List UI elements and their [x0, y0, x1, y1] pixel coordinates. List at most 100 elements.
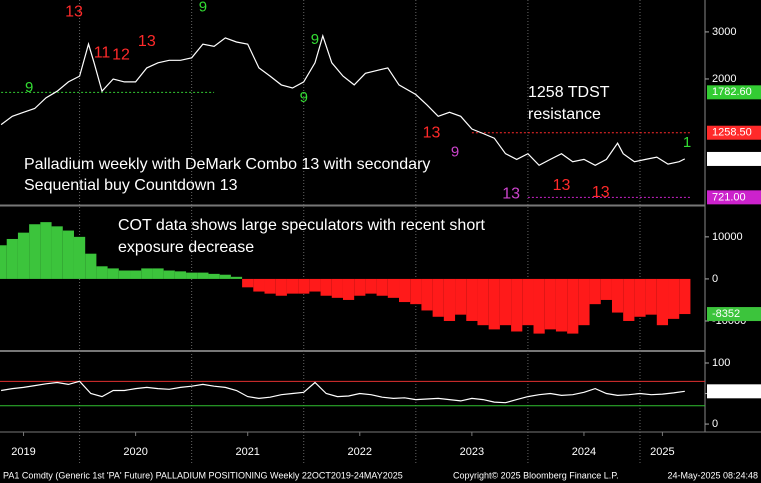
annotation: Palladium weekly with DeMark Combo 13 wi…	[24, 156, 430, 173]
bar	[511, 278, 523, 332]
footer-center: Copyright© 2025 Bloomberg Finance L.P.	[453, 470, 619, 480]
bar	[342, 278, 355, 300]
bar	[29, 224, 41, 279]
bar	[0, 245, 7, 279]
bar	[298, 278, 310, 294]
price-line	[0, 380, 685, 404]
bar	[634, 278, 646, 317]
y-tick-label: 100	[712, 357, 730, 369]
bar	[163, 270, 175, 279]
bar	[488, 278, 500, 330]
y-tick-label: 0	[712, 273, 718, 285]
bar	[208, 273, 220, 279]
bar	[600, 278, 612, 300]
demark-count: 9	[311, 31, 319, 48]
bar	[399, 278, 411, 303]
bar	[309, 278, 321, 292]
bar	[174, 271, 187, 279]
footer-right: 24-May-2025 08:24:48	[667, 470, 758, 480]
level-label: 721.00	[712, 191, 746, 203]
demark-count: 13	[502, 186, 520, 203]
level-label: 1003.90	[712, 153, 752, 165]
level-box	[707, 151, 761, 166]
bar	[85, 253, 97, 279]
level-box	[707, 190, 761, 205]
last-value-box	[707, 307, 761, 322]
bar	[477, 278, 489, 326]
level-label: 1782.60	[712, 86, 752, 98]
footer-left: PA1 Comdty (Generic 1st 'PA' Future) PAL…	[3, 470, 403, 480]
annotation: COT data shows large speculators with re…	[118, 217, 486, 234]
bar	[645, 278, 657, 315]
bar	[567, 278, 579, 334]
bar	[365, 278, 377, 294]
bar	[130, 270, 142, 279]
annotation: 1258 TDST	[528, 84, 610, 101]
demark-count: 12	[112, 47, 130, 64]
bar	[544, 278, 556, 330]
bar	[387, 278, 400, 298]
bar	[152, 268, 164, 279]
demark-count: 13	[592, 184, 610, 201]
bar	[432, 278, 444, 317]
y-tick-label: 10000	[712, 231, 743, 243]
x-tick-label: 2019	[11, 446, 35, 458]
bar	[264, 278, 276, 294]
bar	[499, 278, 512, 326]
bar	[320, 278, 332, 296]
bar	[421, 278, 433, 311]
price-line	[0, 33, 686, 167]
bar	[40, 222, 52, 279]
demark-count: 11	[94, 44, 111, 61]
demark-count: 13	[65, 4, 83, 21]
demark-count: 1	[683, 134, 691, 151]
last-value-box	[707, 384, 761, 399]
bar	[533, 278, 545, 334]
bar	[455, 278, 467, 315]
y-tick-label: 0	[712, 418, 718, 430]
x-tick-label: 2025	[650, 446, 674, 458]
bar	[17, 232, 30, 279]
bar	[230, 276, 243, 279]
bar	[96, 266, 108, 279]
bar	[410, 278, 422, 305]
bar	[589, 278, 601, 305]
bar	[62, 230, 74, 279]
bar	[679, 278, 691, 315]
x-tick-label: 2024	[572, 446, 596, 458]
annotation: exposure decrease	[118, 239, 254, 256]
bar	[242, 278, 254, 288]
last-value-label: 53.6132	[712, 385, 752, 397]
bar	[522, 278, 534, 326]
y-tick-label: 3000	[712, 26, 736, 38]
demark-count: 9	[300, 89, 308, 106]
bar	[656, 278, 669, 326]
bar	[141, 268, 153, 279]
bar	[253, 278, 265, 292]
bar	[6, 238, 18, 279]
bar	[668, 278, 680, 319]
bar	[331, 278, 343, 298]
level-box	[707, 85, 761, 100]
x-tick-label: 2021	[235, 446, 259, 458]
x-tick-label: 2020	[123, 446, 147, 458]
demark-count: 13	[423, 125, 441, 142]
bar	[611, 278, 624, 313]
bar	[219, 274, 231, 279]
bar	[578, 278, 590, 326]
bar	[118, 270, 131, 279]
x-tick-label: 2023	[460, 446, 484, 458]
x-tick-label: 2022	[348, 446, 372, 458]
bar	[555, 278, 568, 332]
level-box	[707, 125, 761, 140]
bar	[443, 278, 456, 321]
bar	[466, 278, 478, 321]
last-value-label: -8352	[712, 308, 740, 320]
bar	[354, 278, 366, 296]
demark-count: 13	[138, 33, 156, 50]
bar	[197, 272, 209, 279]
bar	[73, 236, 86, 279]
bar	[376, 278, 388, 296]
